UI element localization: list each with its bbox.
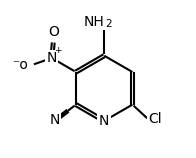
Text: N: N — [47, 51, 57, 65]
Text: Cl: Cl — [148, 112, 162, 126]
Text: ⁻o: ⁻o — [13, 58, 28, 72]
Text: O: O — [48, 25, 59, 39]
Text: NH: NH — [83, 15, 104, 29]
Text: 2: 2 — [105, 19, 111, 29]
Text: N: N — [99, 114, 109, 128]
Text: N: N — [50, 113, 60, 127]
Text: +: + — [54, 46, 62, 55]
